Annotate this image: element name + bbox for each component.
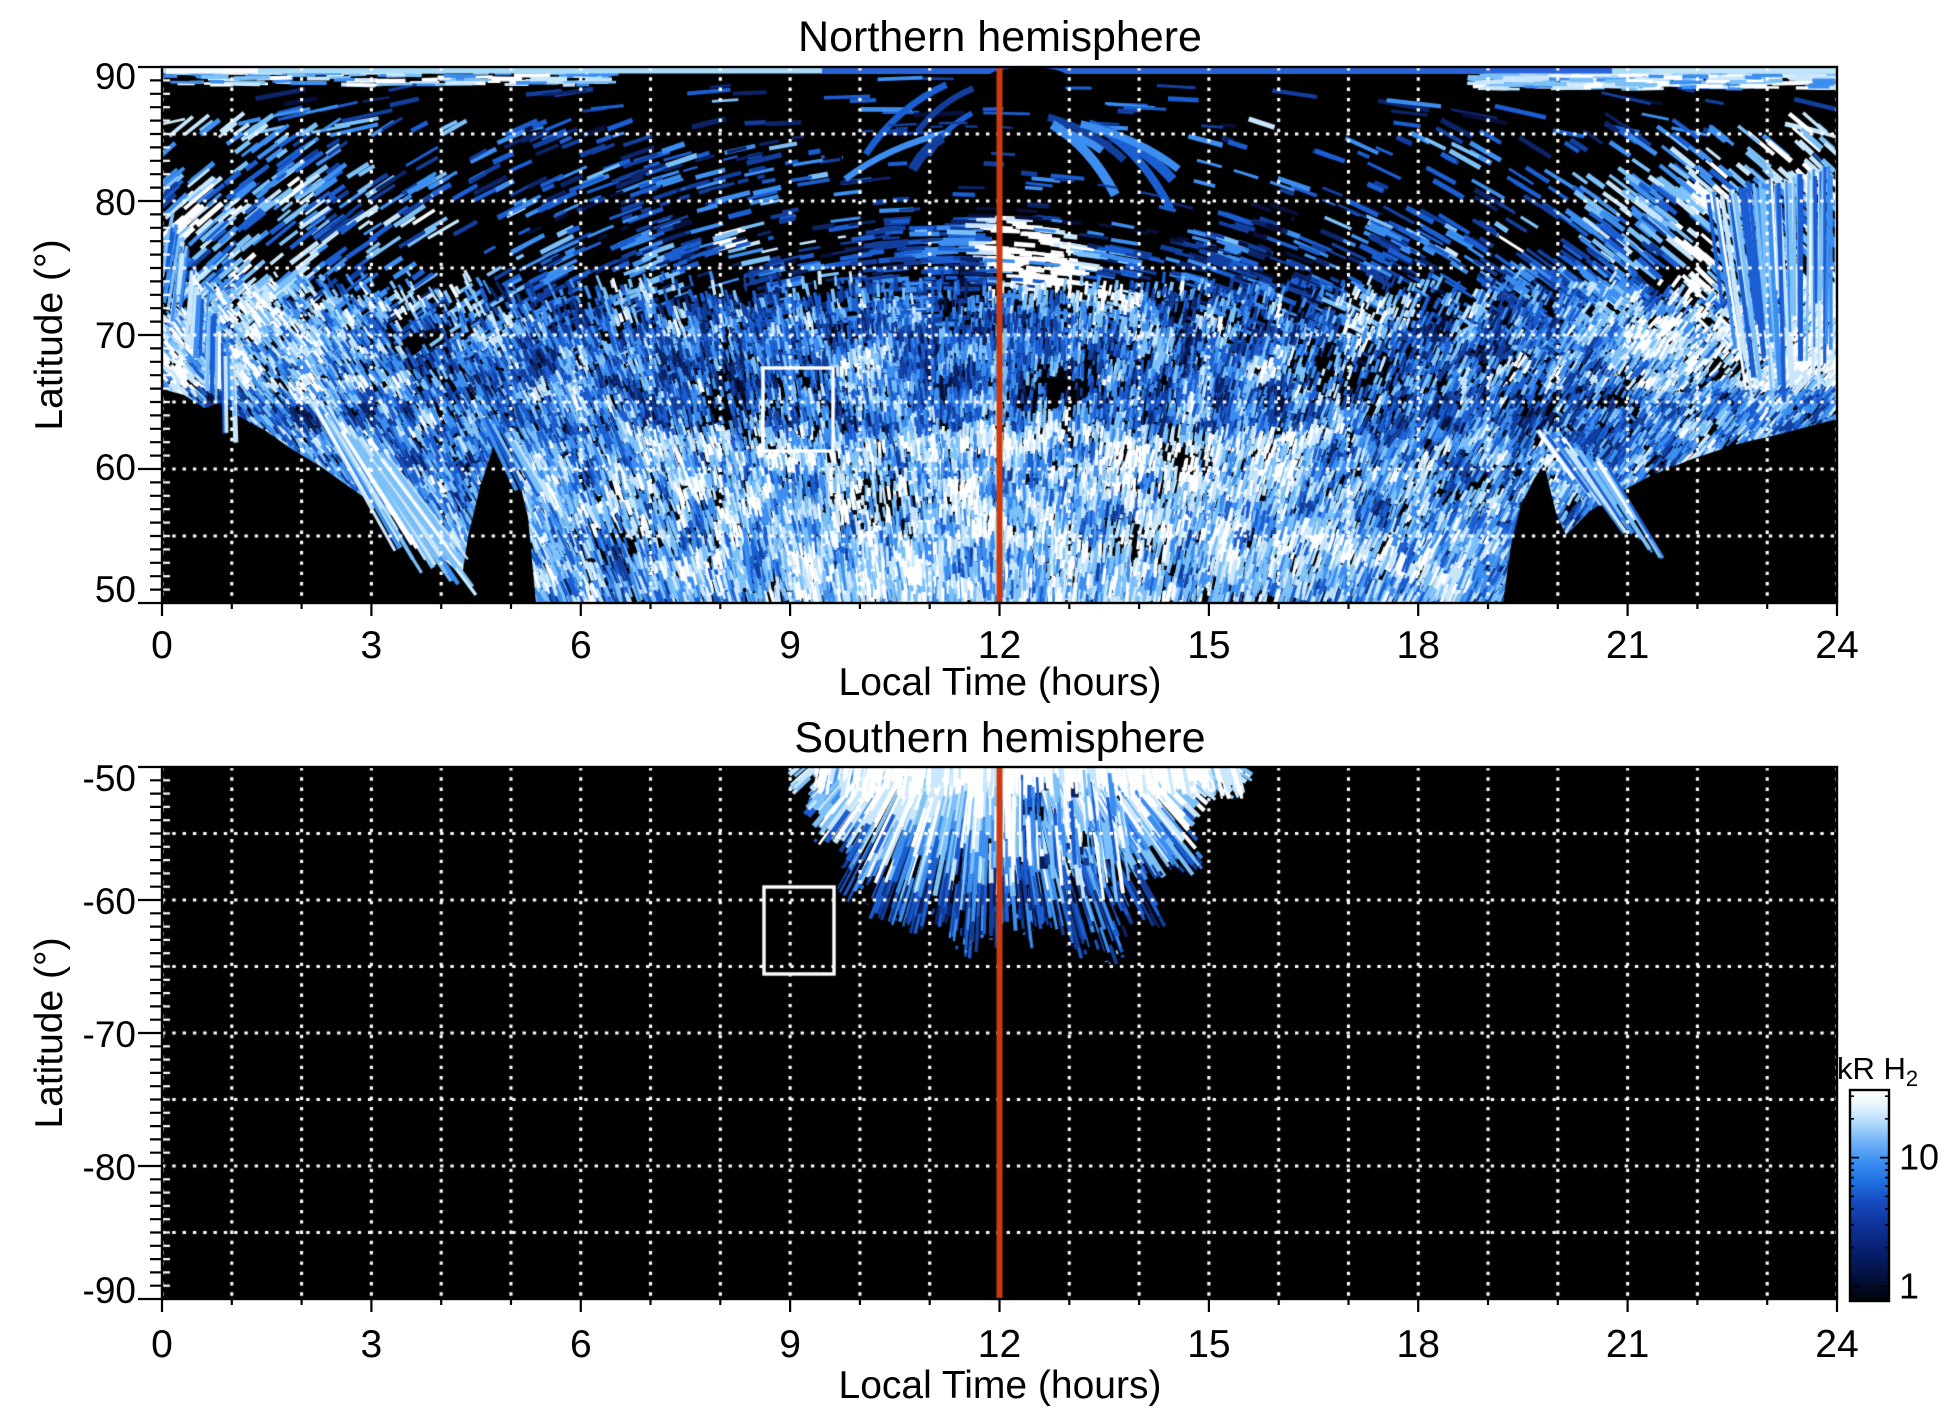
svg-text:12: 12: [978, 624, 1021, 667]
svg-text:6: 6: [570, 624, 592, 667]
svg-text:3: 3: [361, 624, 383, 667]
svg-text:-70: -70: [83, 1014, 136, 1055]
svg-text:0: 0: [151, 1323, 173, 1366]
svg-text:70: 70: [95, 315, 136, 356]
svg-text:Northern hemisphere: Northern hemisphere: [798, 13, 1202, 61]
svg-text:Southern hemisphere: Southern hemisphere: [794, 714, 1205, 762]
svg-text:Local Time (hours): Local Time (hours): [839, 1364, 1162, 1407]
svg-text:9: 9: [779, 1323, 801, 1366]
svg-text:80: 80: [95, 182, 136, 223]
svg-text:6: 6: [570, 1323, 592, 1366]
svg-text:Latitude (°): Latitude (°): [28, 239, 71, 430]
svg-text:-60: -60: [83, 881, 136, 922]
svg-text:24: 24: [1815, 624, 1858, 667]
svg-text:60: 60: [95, 447, 136, 488]
svg-text:-90: -90: [83, 1270, 136, 1311]
svg-text:10: 10: [1899, 1137, 1939, 1178]
svg-text:1: 1: [1899, 1265, 1919, 1306]
svg-text:21: 21: [1606, 1323, 1649, 1366]
svg-text:50: 50: [95, 569, 136, 610]
svg-text:Local Time (hours): Local Time (hours): [839, 661, 1162, 704]
svg-text:-50: -50: [83, 758, 136, 799]
svg-text:90: 90: [95, 56, 136, 97]
svg-text:18: 18: [1397, 1323, 1440, 1366]
svg-text:kR H2: kR H2: [1837, 1051, 1918, 1091]
svg-text:9: 9: [779, 624, 801, 667]
svg-text:24: 24: [1815, 1323, 1858, 1366]
svg-text:12: 12: [978, 1323, 1021, 1366]
svg-text:Latitude (°): Latitude (°): [28, 937, 71, 1128]
svg-text:0: 0: [151, 624, 173, 667]
svg-text:15: 15: [1187, 1323, 1230, 1366]
svg-text:21: 21: [1606, 624, 1649, 667]
svg-text:15: 15: [1187, 624, 1230, 667]
svg-text:-80: -80: [83, 1147, 136, 1188]
svg-text:3: 3: [361, 1323, 383, 1366]
svg-text:18: 18: [1397, 624, 1440, 667]
